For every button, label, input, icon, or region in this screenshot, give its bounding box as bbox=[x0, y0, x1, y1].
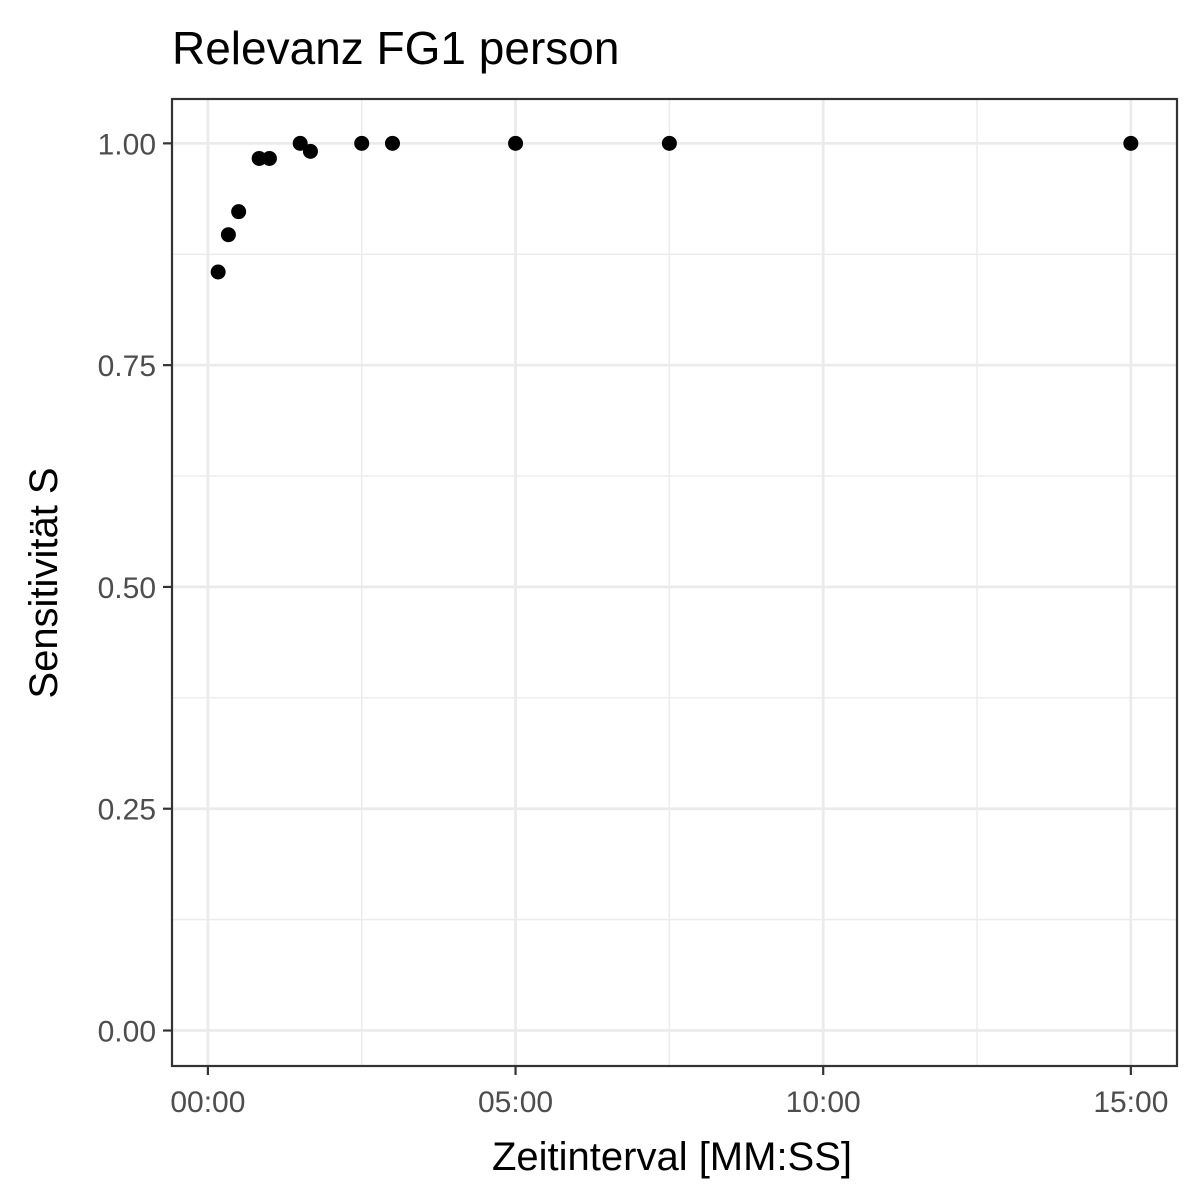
y-tick-label: 0.75 bbox=[98, 350, 156, 383]
data-point bbox=[292, 135, 308, 151]
data-point bbox=[302, 143, 318, 159]
data-point bbox=[661, 135, 677, 151]
data-point bbox=[251, 150, 267, 166]
x-tick-label: 05:00 bbox=[478, 1086, 553, 1119]
y-tick-label: 1.00 bbox=[98, 128, 156, 161]
data-point bbox=[508, 135, 524, 151]
data-point bbox=[384, 135, 400, 151]
x-tick-label: 10:00 bbox=[786, 1086, 861, 1119]
data-point bbox=[354, 135, 370, 151]
data-point bbox=[231, 204, 247, 220]
data-point bbox=[1123, 135, 1139, 151]
y-tick-label: 0.50 bbox=[98, 572, 156, 605]
y-axis-title: Sensitivität S bbox=[22, 467, 66, 698]
x-tick-label: 00:00 bbox=[170, 1086, 245, 1119]
chart-title: Relevanz FG1 person bbox=[172, 22, 619, 74]
plot-border bbox=[170, 97, 1179, 1068]
data-point bbox=[220, 227, 236, 243]
x-tick-label: 15:00 bbox=[1093, 1086, 1168, 1119]
data-point bbox=[261, 150, 277, 166]
x-axis-title: Zeitinterval [MM:SS] bbox=[492, 1135, 852, 1179]
y-tick-label: 0.00 bbox=[98, 1016, 156, 1049]
plot-area: 0.00 0.25 0.50 0.75 1.00 00:00 05:00 10:00 15:00 bbox=[98, 97, 1179, 1119]
y-tick-label: 0.25 bbox=[98, 794, 156, 827]
data-point bbox=[210, 264, 226, 280]
